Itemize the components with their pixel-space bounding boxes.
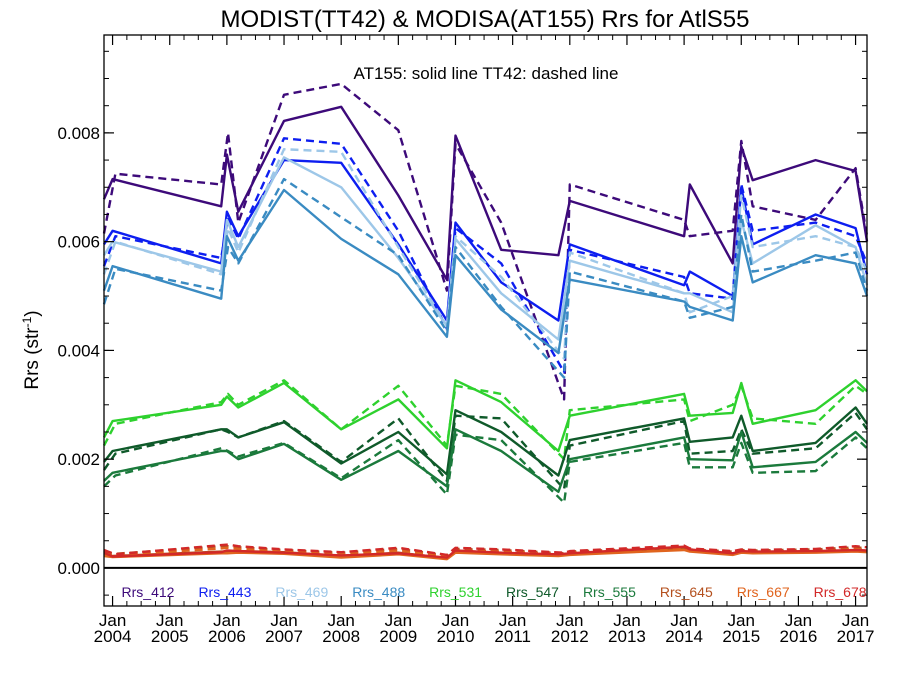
y-axis-label-text: Rrs (str [22,327,43,390]
axis-ticks: 0.0000.0020.0040.0060.008Jan2004Jan2005J… [57,35,874,646]
series-rrs-469-tt42-dashed [102,147,869,360]
series-rrs-678-at155-solid [103,545,868,559]
series-rrs-555-tt42-dashed [103,433,868,504]
x-tick-label-year: 2015 [722,627,760,646]
chart-title: MODIST(TT42) & MODISA(AT155) Rrs for Atl… [221,6,750,33]
x-tick-label-year: 2010 [437,627,475,646]
x-tick-label-month: Jan [442,611,469,630]
x-tick-label-year: 2008 [322,627,360,646]
line-style-annotation: AT155: solid line TT42: dashed line [354,64,619,83]
legend-label-rrs-555: Rrs_555 [583,584,636,600]
legend-label-rrs-412: Rrs_412 [122,584,175,600]
x-tick-label-month: Jan [213,611,240,630]
series-rrs-555-at155-solid [103,428,868,493]
legend-label-rrs-443: Rrs_443 [198,584,251,600]
x-tick-label-year: 2013 [608,627,646,646]
legend-label-rrs-667: Rrs_667 [737,584,790,600]
series-rrs-678-tt42-dashed [103,543,868,557]
x-tick-label-month: Jan [728,611,755,630]
y-axis-label-superscript: -1 [20,316,34,327]
x-tick-label-year: 2004 [94,627,132,646]
x-tick-label-month: Jan [556,611,583,630]
x-tick-label-month: Jan [99,611,126,630]
series-layer [102,82,869,561]
legend-label-rrs-678: Rrs_678 [814,584,867,600]
x-tick-label-year: 2009 [379,627,417,646]
legend-label-rrs-531: Rrs_531 [429,584,482,600]
x-tick-label-year: 2012 [551,627,589,646]
x-tick-label-month: Jan [613,611,640,630]
x-tick-label-month: Jan [156,611,183,630]
x-tick-label-month: Jan [499,611,526,630]
y-tick-label: 0.000 [57,559,100,578]
x-tick-label-month: Jan [670,611,697,630]
x-tick-label-year: 2007 [265,627,303,646]
y-tick-label: 0.002 [57,450,100,469]
y-tick-label: 0.006 [57,233,100,252]
x-tick-label-year: 2005 [151,627,189,646]
y-axis-label-end: ) [22,310,43,316]
x-tick-label-month: Jan [385,611,412,630]
y-tick-label: 0.004 [57,341,100,360]
series-rrs-488-tt42-dashed [102,177,869,379]
legend: Rrs_412 Rrs_443 Rrs_469 Rrs_488 Rrs_531 Rrs_5… [122,584,867,600]
x-tick-label-year: 2016 [780,627,818,646]
legend-label-rrs-469: Rrs_469 [275,584,328,600]
series-rrs-443-tt42-dashed [102,137,869,374]
series-rrs-412-tt42-dashed [102,82,869,401]
series-rrs-412-at155-solid [102,105,869,281]
y-axis-label: Rrs (str-1) [20,310,43,389]
series-rrs-469-at155-solid [102,156,869,341]
y-tick-label: 0.008 [57,124,100,143]
x-tick-label-year: 2006 [208,627,246,646]
series-rrs-547-at155-solid [103,406,868,477]
x-tick-label-year: 2014 [665,627,703,646]
x-tick-label-year: 2011 [494,627,531,646]
x-tick-label-month: Jan [270,611,297,630]
x-tick-label-month: Jan [327,611,354,630]
series-rrs-547-tt42-dashed [103,411,868,491]
series-rrs-531-tt42-dashed [102,379,868,461]
series-rrs-667-at155-solid [103,548,868,561]
plot-frame [103,34,868,607]
legend-label-rrs-547: Rrs_547 [506,584,559,600]
legend-label-rrs-488: Rrs_488 [352,584,405,600]
x-tick-label-year: 2017 [837,627,875,646]
series-rrs-443-at155-solid [102,158,869,322]
x-tick-label-month: Jan [785,611,812,630]
series-rrs-488-at155-solid [102,188,869,355]
x-tick-label-month: Jan [842,611,869,630]
legend-label-rrs-645: Rrs_645 [660,584,713,600]
